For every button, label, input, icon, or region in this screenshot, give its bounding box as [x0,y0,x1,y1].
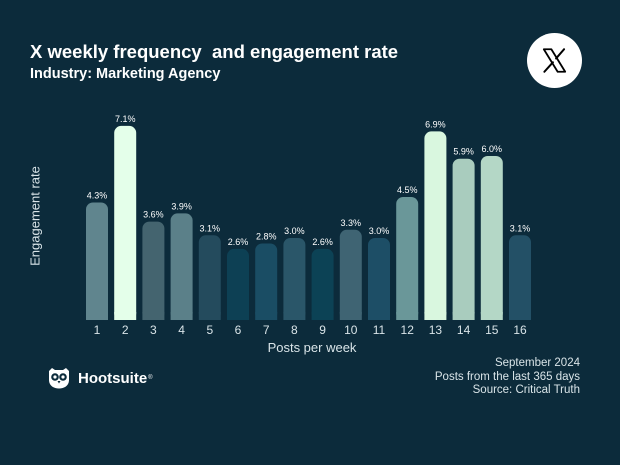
brand-name: Hootsuite [78,369,148,387]
x-tick-6: 6 [235,323,242,337]
bar-1 [86,202,108,320]
value-label-11: 3.0% [369,226,390,236]
x-tick-11: 11 [373,323,386,337]
bar-8 [283,238,306,320]
chart-title: X weekly frequency and engagement rate [30,41,399,62]
bar-base-12 [396,312,419,320]
bar-base-6 [227,312,249,320]
bar-base-2 [114,312,137,320]
bar-12 [396,197,419,320]
x-tick-10: 10 [344,323,358,337]
chart-subtitle: Industry: Marketing Agency [30,66,221,82]
footer-notes: September 2024 Posts from the last 365 d… [435,357,580,398]
note-date: September 2024 [494,357,580,369]
bar-base-1 [86,312,108,320]
note-period: Posts from the last 365 days [434,370,580,383]
x-logo-icon [527,33,582,88]
bar-2 [114,125,137,320]
x-tick-13: 13 [429,323,443,337]
bar-base-3 [142,312,165,320]
bar-13 [424,131,447,320]
value-label-14: 5.9% [453,147,474,157]
x-axis-label: Posts per week [267,340,357,355]
value-label-9: 2.6% [312,237,333,247]
bar-base-11 [368,312,390,320]
bar-base-5 [198,312,221,320]
value-label-10: 3.3% [341,218,362,228]
bar-3 [142,221,165,320]
bar-14 [452,158,475,320]
x-tick-4: 4 [178,323,185,337]
bar-base-7 [255,312,278,320]
value-label-6: 2.6% [228,237,249,247]
bar-base-13 [424,312,447,320]
bar-base-4 [170,312,193,320]
bar-7 [255,243,278,320]
x-tick-2: 2 [122,323,129,337]
bar-16 [509,235,531,320]
x-tick-5: 5 [206,323,213,337]
value-label-12: 4.5% [397,185,418,195]
bar-4 [170,213,193,320]
bar-base-8 [283,312,306,320]
value-label-5: 3.1% [200,223,221,233]
value-label-8: 3.0% [284,226,305,236]
x-tick-1: 1 [94,323,101,337]
bar-base-15 [480,312,503,320]
bar-base-10 [339,312,362,320]
x-tick-3: 3 [150,323,157,337]
bar-6 [227,248,249,320]
brand-logo: Hootsuite ® [46,367,153,389]
y-axis-label: Engagement rate [27,166,43,266]
bar-15 [480,156,503,320]
note-source: Source: Critical Truth [472,384,580,396]
bar-5 [198,235,221,320]
value-label-16: 3.1% [510,223,531,233]
bar-base-9 [311,312,334,320]
hootsuite-owl-icon [49,368,69,389]
registered-mark: ® [148,375,153,381]
value-label-3: 3.6% [143,210,164,220]
value-label-15: 6.0% [482,144,503,154]
bar-11 [368,238,390,320]
value-label-1: 4.3% [87,190,108,200]
x-tick-15: 15 [485,323,499,337]
value-label-13: 6.9% [425,119,446,129]
x-tick-12: 12 [401,323,415,337]
x-tick-9: 9 [319,323,326,337]
bar-base-14 [452,312,475,320]
bar-10 [339,229,362,320]
x-tick-8: 8 [291,323,298,337]
x-tick-16: 16 [513,323,527,337]
bar-9 [311,248,334,320]
value-label-4: 3.9% [171,201,192,211]
bar-base-16 [509,312,531,320]
value-label-2: 7.1% [115,114,136,124]
x-tick-7: 7 [263,323,270,337]
x-tick-14: 14 [457,323,471,337]
value-label-7: 2.8% [256,231,277,241]
